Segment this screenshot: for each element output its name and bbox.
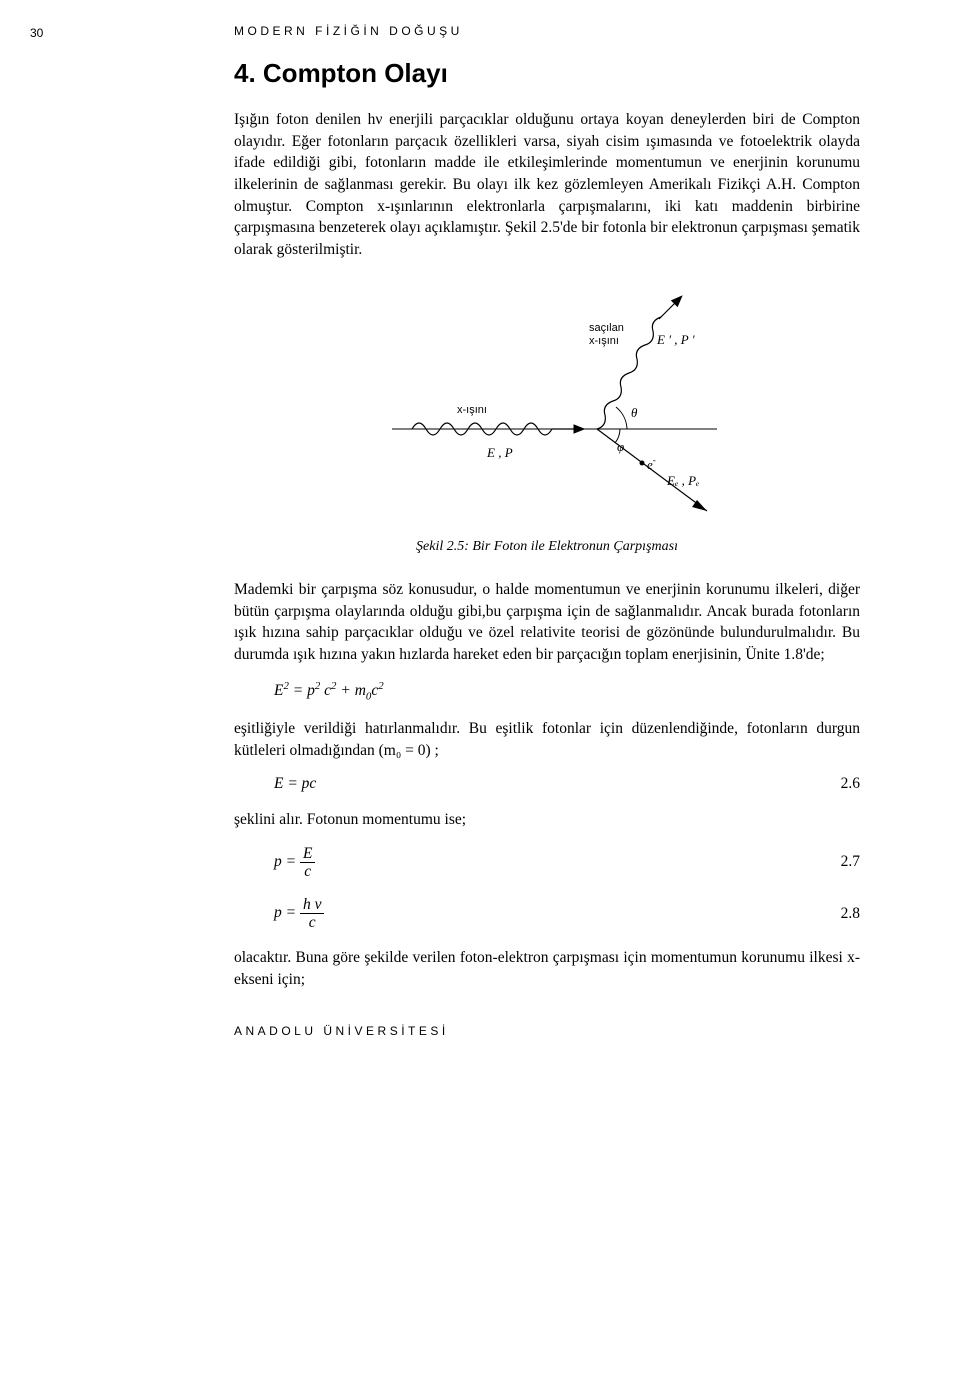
label-e-p: E , P: [486, 445, 513, 460]
label-phi: φ: [617, 439, 624, 454]
eq-2-7-lhs: p = Ec: [274, 845, 315, 880]
label-xray-top: x-ışını: [589, 335, 619, 347]
label-scattered: saçılan: [589, 322, 624, 334]
equation-2-6: E = pc 2.6: [234, 775, 860, 793]
figure-compton: saçılan x-ışını E ′ , P ′ x-ışını E , P …: [234, 289, 860, 555]
eq-2-6-number: 2.6: [841, 775, 860, 793]
paragraph-3: eşitliğiyle verildiği hatırlanmalıdır. B…: [234, 718, 860, 761]
paragraph-1: Işığın foton denilen hν enerjili parçacı…: [234, 109, 860, 261]
paragraph-5: olacaktır. Buna göre şekilde verilen fot…: [234, 947, 860, 990]
paragraph-4: şeklini alır. Fotonun momentumu ise;: [234, 809, 860, 831]
figure-caption: Şekil 2.5: Bir Foton ile Elektronun Çarp…: [416, 539, 678, 555]
eq-2-6-lhs: E = pc: [274, 775, 316, 793]
label-ee-pe: Eₑ , Pₑ: [666, 473, 699, 488]
footer-institution: ANADOLU ÜNİVERSİTESİ: [234, 1024, 449, 1038]
label-xray-left: x-ışını: [457, 404, 487, 416]
section-title: 4. Compton Olayı: [234, 58, 860, 89]
eq-2-7-number: 2.7: [841, 853, 860, 871]
label-theta: θ: [631, 405, 638, 420]
eq-2-8-lhs: p = h νc: [274, 896, 324, 931]
compton-diagram-svg: saçılan x-ışını E ′ , P ′ x-ışını E , P …: [337, 289, 757, 529]
paragraph-2: Mademki bir çarpışma söz konusudur, o ha…: [234, 579, 860, 666]
equation-2-7: p = Ec 2.7: [234, 845, 860, 880]
label-ep-pp: E ′ , P ′: [656, 332, 695, 347]
equation-energy-momentum: E2 = p2 c2 + m0c2: [274, 680, 860, 702]
eq-2-8-number: 2.8: [841, 905, 860, 923]
page-number: 30: [30, 26, 43, 40]
equation-2-8: p = h νc 2.8: [234, 896, 860, 931]
label-electron: e-: [647, 455, 656, 472]
running-header: MODERN FİZİĞİN DOĞUŞU: [234, 24, 860, 38]
